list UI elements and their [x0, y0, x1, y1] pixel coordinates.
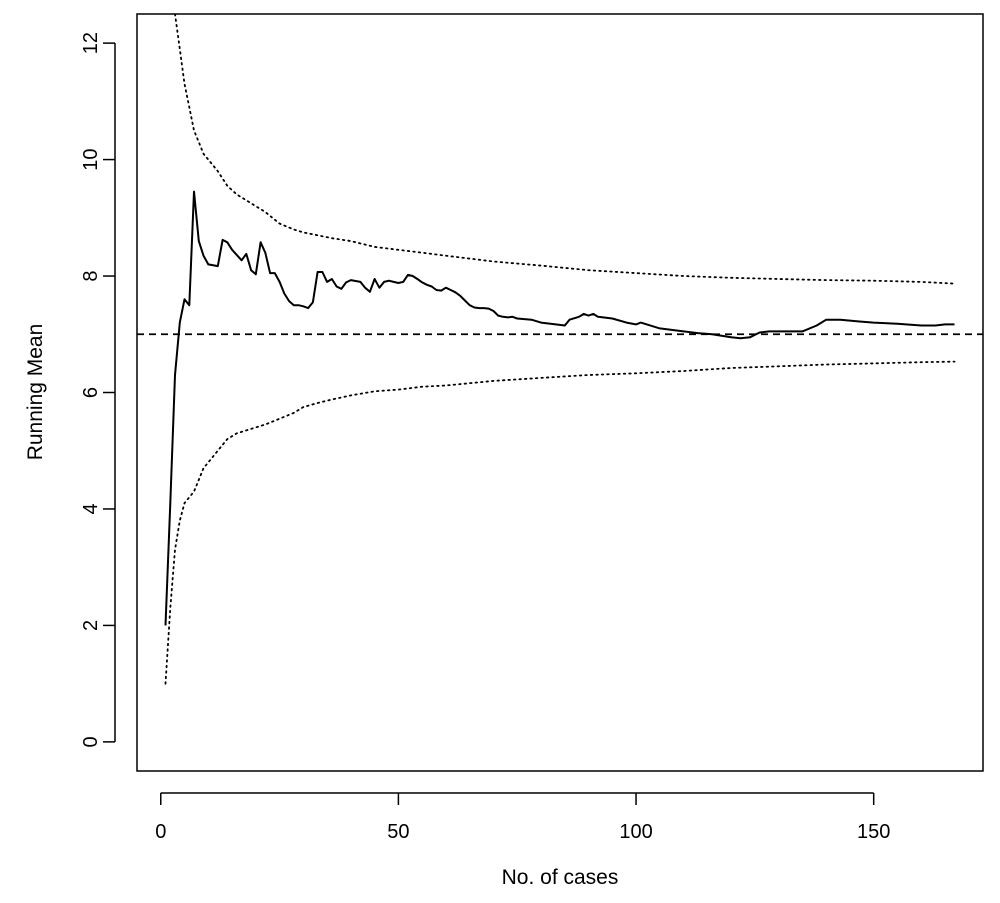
- x-tick-label: 100: [619, 821, 652, 843]
- upper-bound-line: [174, 14, 956, 285]
- series-layer: [137, 14, 983, 685]
- y-axis-title: Running Mean: [24, 324, 47, 461]
- x-tick-label: 50: [387, 821, 409, 843]
- y-tick-label: 4: [80, 503, 102, 514]
- y-tick-label: 6: [80, 387, 102, 398]
- y-tick-label: 10: [80, 148, 102, 170]
- x-tick-label: 150: [857, 821, 890, 843]
- x-axis-title: No. of cases: [502, 866, 619, 889]
- axes-layer: 0 50 100 150 0 2 4 6 8 10 12: [80, 13, 984, 843]
- x-tick-label: 0: [155, 821, 166, 843]
- y-tick-label: 0: [80, 736, 102, 747]
- y-tick-label: 2: [80, 620, 102, 631]
- y-tick-label: 8: [80, 270, 102, 281]
- plot-frame: [136, 13, 984, 772]
- running-mean-line: [164, 190, 955, 626]
- lower-bound-line: [164, 360, 956, 685]
- y-tick-label: 12: [80, 32, 102, 54]
